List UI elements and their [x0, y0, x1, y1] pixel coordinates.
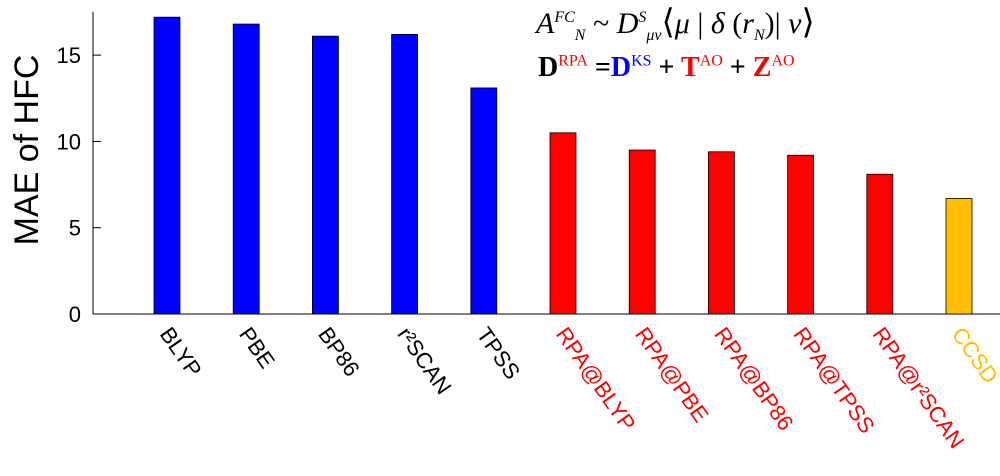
- x-tick-labels: BLYP PBE BP86 r²SCAN TPSS RPA@BLYPRPA@PBERPA@…: [155, 323, 1000, 453]
- y-tick-label: 0: [69, 302, 81, 327]
- bar: [866, 173, 894, 315]
- bar: [628, 149, 656, 315]
- x-tick-label: RPA@BLYP: [551, 323, 641, 436]
- x-tick-label: r²SCAN: [393, 323, 457, 399]
- y-tick-label: 15: [57, 43, 81, 68]
- x-tick-label: RPA@BP86: [709, 323, 798, 435]
- bar: [787, 154, 814, 315]
- bar: [391, 34, 419, 315]
- x-tick-label: PBE: [234, 323, 280, 373]
- hyperfine-coupling-equation: AFCN ~ DSμν⟨μ | δ (rN)| ν⟩: [536, 4, 815, 44]
- y-ticks: 0 5 10 15: [57, 43, 101, 327]
- bar: [549, 132, 577, 315]
- bar: [945, 197, 973, 315]
- x-tick-label: RPA@TPSS: [789, 323, 880, 438]
- bars: [153, 16, 973, 315]
- density-matrix-equation: DRPA =DKS + TAO + ZAO: [538, 52, 795, 83]
- x-tick-label: RPA@PBE: [630, 323, 714, 427]
- x-tick-label: TPSS: [472, 323, 525, 384]
- bar: [470, 87, 498, 315]
- bar: [311, 35, 339, 315]
- x-tick-label: BLYP: [155, 323, 207, 382]
- x-tick-label: CCSD: [947, 323, 1000, 388]
- bar: [232, 23, 260, 315]
- x-tick-label: BP86: [313, 323, 364, 381]
- y-tick-label: 5: [69, 216, 81, 241]
- y-axis-label: MAE of HFC: [8, 55, 46, 246]
- bar: [153, 16, 181, 315]
- y-tick-label: 10: [57, 129, 81, 154]
- bar: [708, 151, 735, 315]
